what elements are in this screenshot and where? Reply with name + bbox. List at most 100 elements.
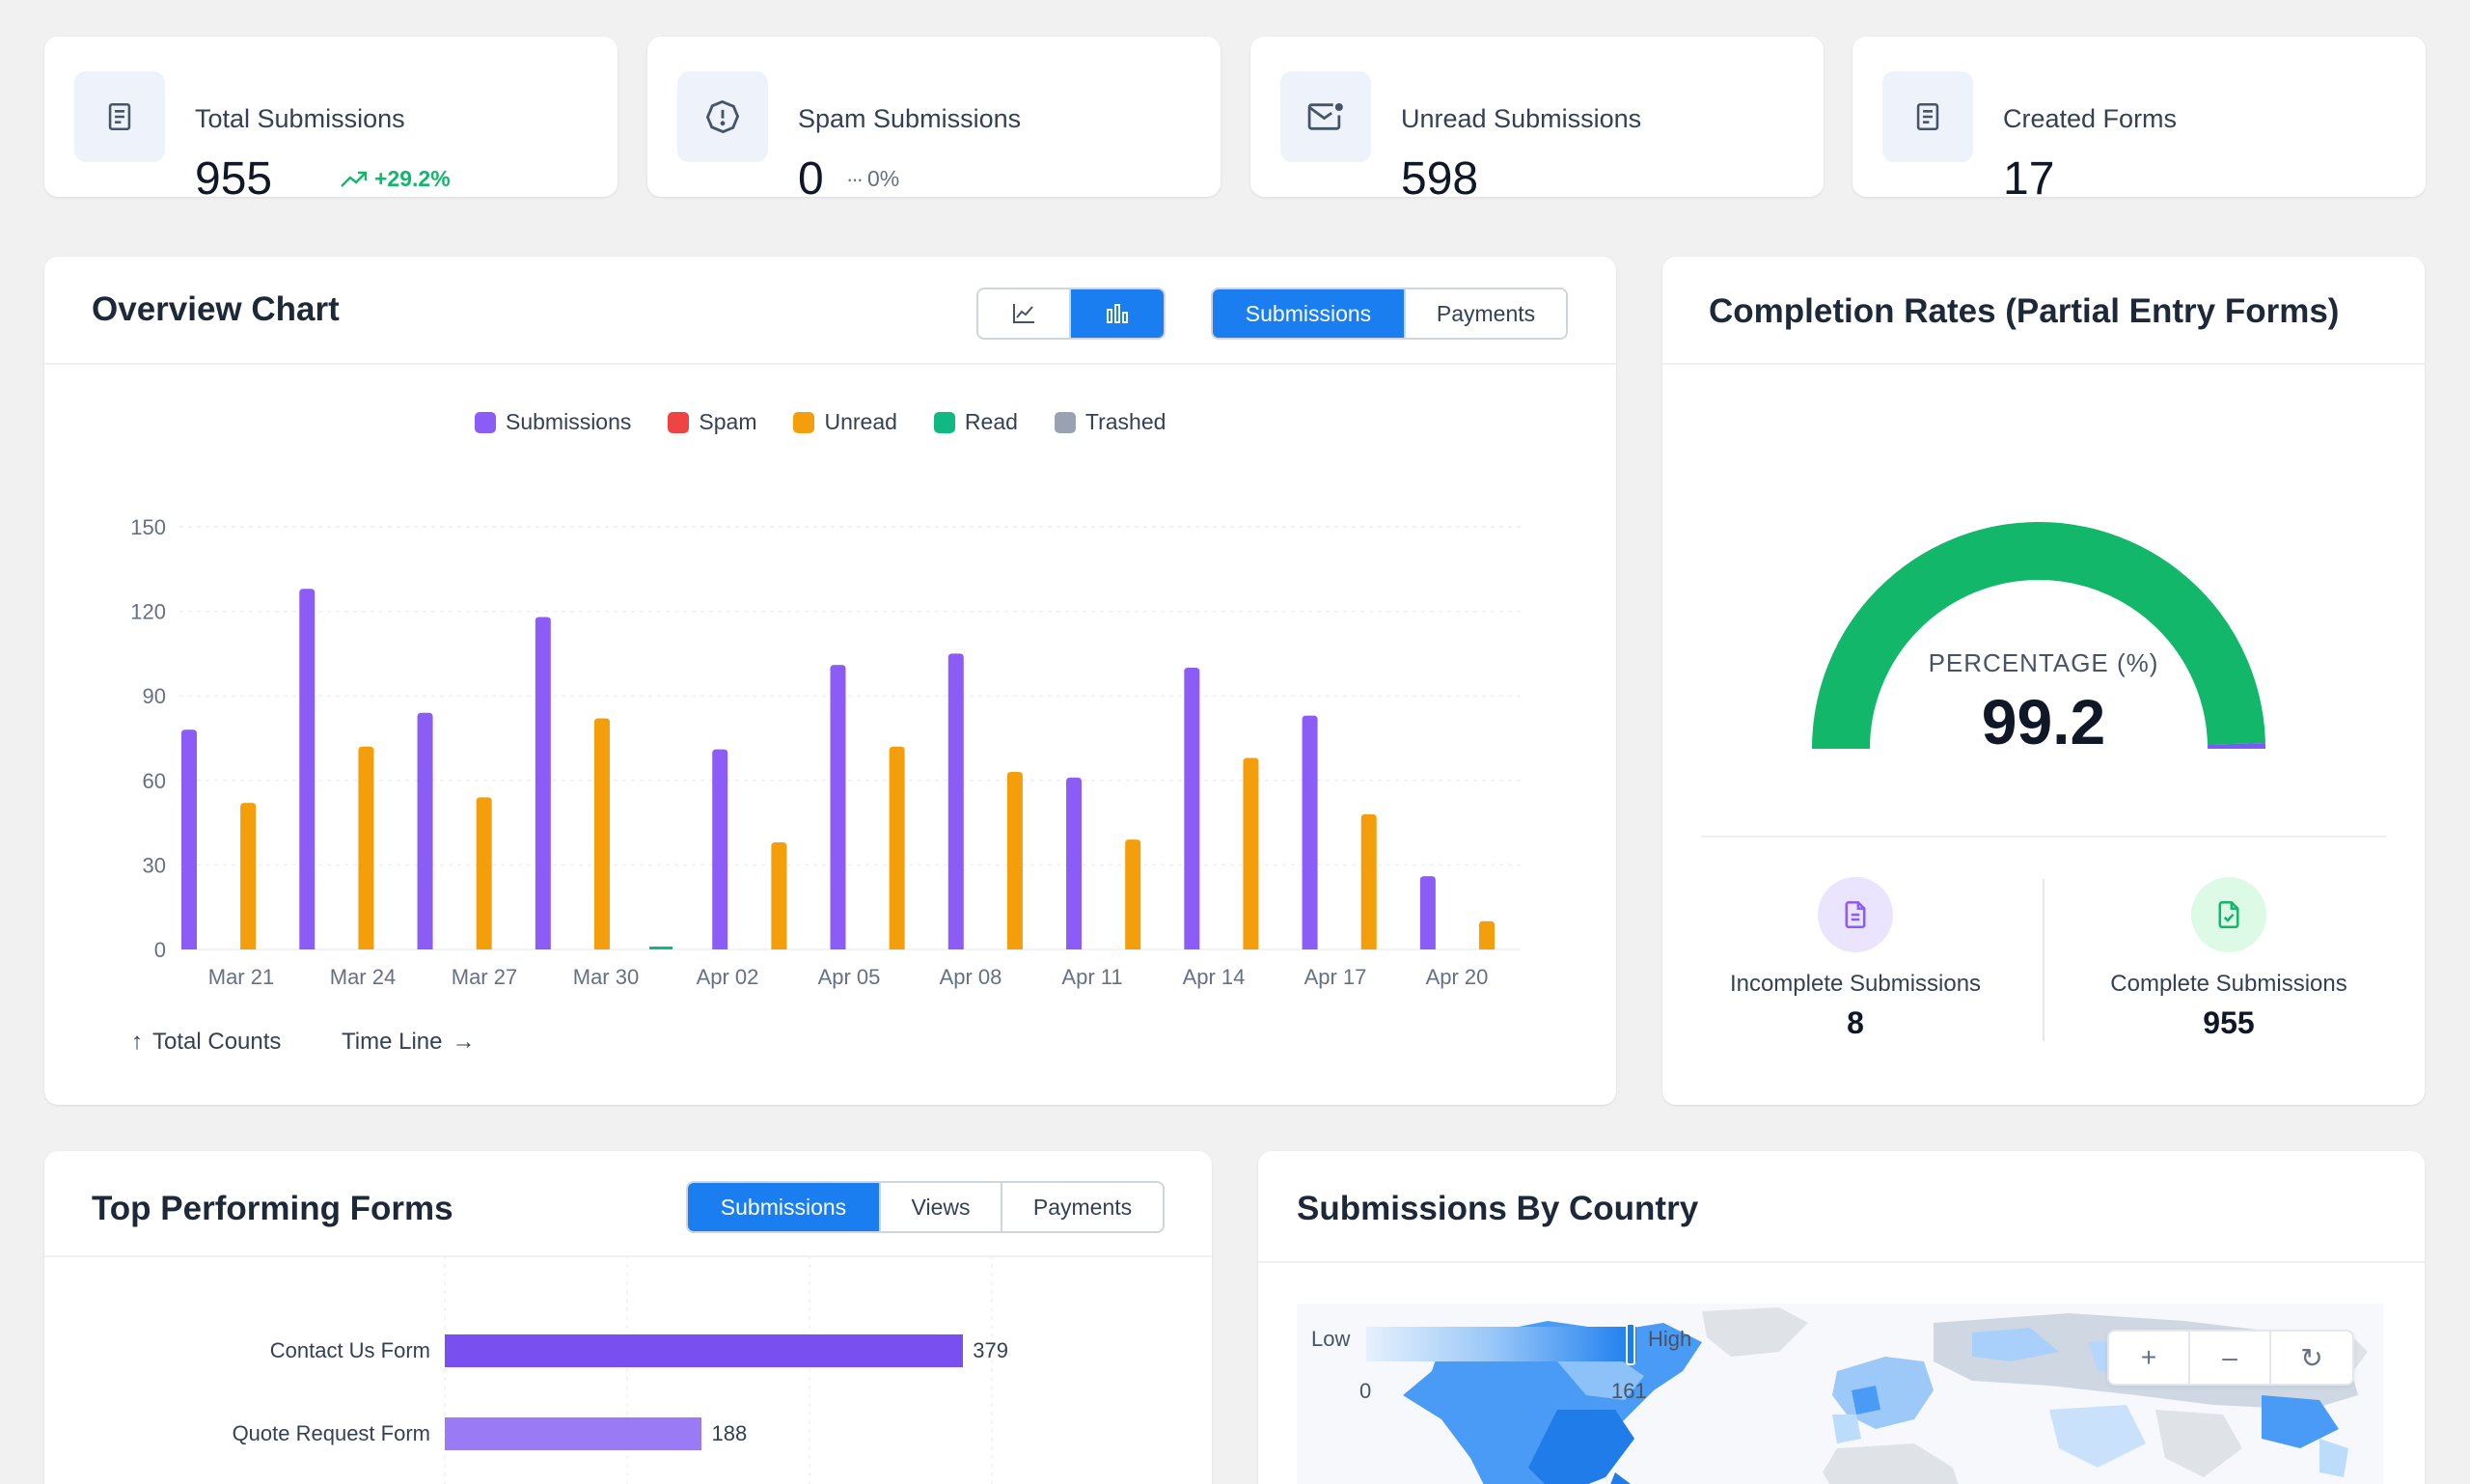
bar-submissions[interactable] [712,749,728,949]
legend-item-unread[interactable]: Unread [793,409,897,435]
stat-delta-text: 0% [866,166,900,191]
map-legend-max: 161 [1611,1379,1647,1403]
unread-mail-icon [1280,71,1371,162]
bar-submissions[interactable] [1184,668,1200,949]
section-divider [1701,836,2386,838]
form-row-value: 379 [973,1338,1008,1362]
y-tick-label: 120 [130,600,166,624]
chart-view-toggle [976,288,1166,340]
x-tick-label: Apr 14 [1183,965,1246,989]
bar-submissions[interactable] [1066,777,1083,949]
arrow-right-icon: → [452,1029,476,1055]
form-row-bar[interactable] [445,1334,964,1367]
reset-icon[interactable]: ↻ [2300,1342,2323,1373]
form-icon [1882,71,1973,162]
legend-label: Submissions [506,409,632,434]
vertical-divider [2043,879,2045,1041]
bar-unread[interactable] [1243,757,1259,949]
x-tick-label: Apr 20 [1426,965,1489,989]
legend-item-spam[interactable]: Spam [668,409,756,435]
form-row-bar[interactable] [445,1417,702,1450]
bar-submissions[interactable] [299,589,316,949]
dots-icon: ··· [846,166,864,191]
legend-item-submissions[interactable]: Submissions [475,409,631,435]
bar-read[interactable] [649,947,673,949]
overview-chart-title: Overview Chart [92,290,340,328]
x-axis-footer: Time Line → [342,1029,475,1056]
header-divider [44,363,1616,365]
form-icon [74,71,165,162]
bar-unread[interactable] [240,803,257,949]
tab-submissions[interactable]: Submissions [688,1183,881,1231]
stat-value: 0 [798,153,824,197]
stat-card-unread-submissions: Unread Submissions 598 [1250,37,1824,197]
bar-submissions[interactable] [1419,876,1436,949]
zoom-in-button[interactable]: + [2109,1332,2190,1384]
map-legend-min: 0 [1359,1379,1372,1403]
stat-delta: +29.2% [340,166,451,192]
bar-submissions[interactable] [1302,715,1318,949]
incomplete-label: Incomplete Submissions [1729,971,1982,997]
x-tick-label: Mar 30 [573,965,639,989]
bar-unread[interactable] [1479,921,1495,949]
top-forms-tabs: Submissions Views Payments [686,1181,1165,1233]
bar-submissions[interactable] [830,665,846,949]
map-legend-handle[interactable] [1626,1323,1635,1365]
bar-unread[interactable] [889,746,905,949]
bar-unread[interactable] [771,842,787,949]
legend-swatch [793,411,815,433]
line-chart-button[interactable] [978,289,1071,338]
world-map[interactable] [1297,1304,2383,1484]
x-tick-label: Apr 05 [818,965,881,989]
tab-views[interactable]: Views [881,1183,1002,1231]
bar-submissions[interactable] [947,653,964,949]
stat-value: 955 [195,153,273,197]
zoom-out-button[interactable]: – [2190,1332,2271,1384]
x-axis-footer-label: Time Line [342,1029,443,1055]
bar-unread[interactable] [476,797,492,949]
tab-submissions[interactable]: Submissions [1213,289,1406,338]
form-row-value: 188 [711,1421,748,1445]
y-tick-label: 0 [154,938,166,962]
x-tick-label: Mar 27 [452,965,517,989]
spam-icon [677,71,768,162]
header-divider [1662,363,2425,365]
legend-item-read[interactable]: Read [933,409,1018,435]
x-tick-label: Apr 17 [1304,965,1367,989]
stat-card-total-submissions: Total Submissions 955 +29.2% [44,37,618,197]
incomplete-icon [1818,877,1893,952]
legend-label: Unread [824,409,897,434]
arrow-up-icon: ↑ [131,1029,143,1055]
bar-submissions[interactable] [417,712,433,949]
map-legend-high: High [1648,1327,1692,1351]
form-row-label: Quote Request Form [232,1421,430,1445]
completion-title: Completion Rates (Partial Entry Forms) [1709,292,2340,330]
map-legend-gradient [1366,1327,1636,1361]
complete-icon [2191,877,2266,952]
bar-submissions[interactable] [181,729,197,949]
stat-card-created-forms: Created Forms 17 [1852,37,2426,197]
y-tick-label: 60 [143,769,166,793]
map-zoom-controls: + – ↻ [2107,1330,2354,1386]
legend-label: Spam [699,409,757,434]
tab-payments[interactable]: Payments [1406,289,1566,338]
bar-unread[interactable] [358,746,374,949]
completion-gauge [1812,522,2265,750]
country-card: Submissions By Country [1258,1151,2425,1484]
tab-payments[interactable]: Payments [1002,1183,1163,1231]
country-title: Submissions By Country [1297,1190,1699,1227]
legend-item-trashed[interactable]: Trashed [1054,409,1166,435]
bar-unread[interactable] [593,718,610,949]
stat-value: 598 [1401,153,1479,197]
y-tick-label: 150 [130,515,166,539]
overview-tabs: Submissions Payments [1211,288,1568,340]
x-tick-label: Apr 02 [697,965,759,989]
bar-unread[interactable] [1360,813,1377,949]
bar-submissions[interactable] [535,617,551,949]
incomplete-value: 8 [1847,1005,1864,1040]
bar-chart-icon [1107,304,1128,323]
bar-chart-button[interactable] [1071,289,1164,338]
bar-unread[interactable] [1125,839,1141,949]
legend-swatch [1054,411,1076,433]
bar-unread[interactable] [1006,772,1023,949]
